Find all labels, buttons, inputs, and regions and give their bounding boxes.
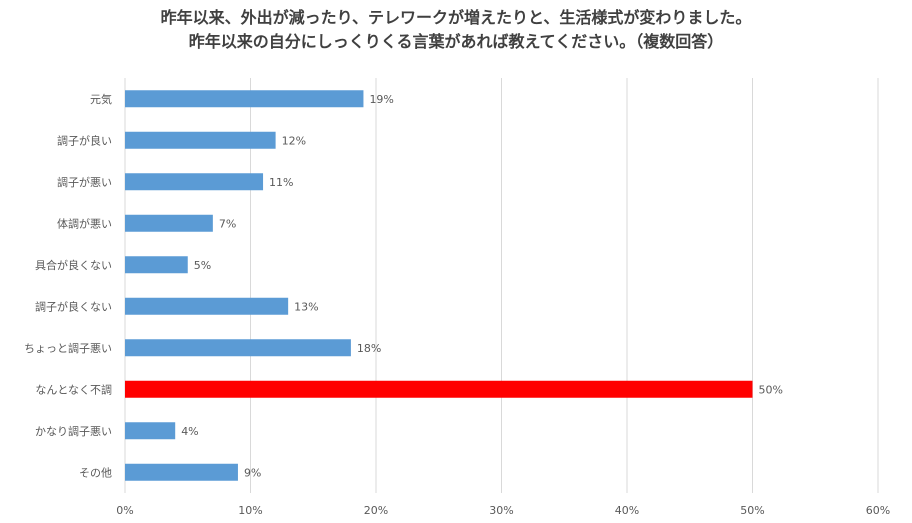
bar [125, 90, 364, 108]
x-axis-tick-labels: 0% 10% 20% 30% 40% 50% 60% [116, 504, 890, 517]
bars [125, 90, 753, 481]
bar [125, 463, 238, 481]
bar [125, 173, 264, 191]
value-label: 19% [369, 93, 393, 106]
x-tick-label: 50% [740, 504, 764, 517]
bar [125, 297, 289, 315]
x-tick-label: 0% [116, 504, 133, 517]
value-label: 12% [282, 134, 306, 147]
x-tick-label: 60% [866, 504, 890, 517]
x-tick-label: 40% [615, 504, 639, 517]
value-label: 11% [269, 176, 293, 189]
category-label: 元気 [90, 92, 112, 106]
chart-title-line-1: 昨年以来、外出が減ったり、テレワークが増えたりと、生活様式が変わりました。 [160, 8, 752, 27]
chart-title-line-2: 昨年以来の自分にしっくりくる言葉があれば教えてください。（複数回答） [188, 32, 724, 51]
bar [125, 256, 188, 274]
x-tick-label: 20% [364, 504, 388, 517]
bar [125, 214, 213, 232]
category-label: ちょっと調子悪い [24, 341, 112, 355]
category-label: その他 [79, 466, 112, 479]
bar [125, 131, 276, 149]
x-tick-label: 30% [489, 504, 513, 517]
value-label: 9% [244, 466, 261, 479]
bar [125, 380, 753, 398]
bar [125, 422, 176, 440]
category-label: なんとなく不調 [35, 382, 112, 396]
bar [125, 339, 351, 357]
value-label: 18% [357, 342, 381, 355]
chart-title: 昨年以来、外出が減ったり、テレワークが増えたりと、生活様式が変わりました。 昨年… [0, 6, 912, 54]
category-label: 調子が悪い [57, 175, 112, 189]
value-label: 13% [294, 300, 318, 313]
value-label: 50% [759, 383, 783, 396]
value-labels: 19% 12% 11% 7% 5% 13% 18% 50% 4% 9% [181, 93, 783, 480]
category-label: 調子が良い [57, 133, 112, 147]
category-label: 調子が良くない [35, 299, 112, 313]
value-label: 7% [219, 217, 236, 230]
x-tick-label: 10% [238, 504, 262, 517]
category-label: 具合が良くない [35, 258, 112, 272]
value-label: 4% [181, 425, 198, 438]
value-label: 5% [194, 259, 211, 272]
category-labels: 元気調子が良い調子が悪い体調が悪い具合が良くない調子が良くないちょっと調子悪いな… [24, 92, 112, 480]
category-label: 体調が悪い [57, 216, 112, 230]
category-label: かなり調子悪い [35, 424, 112, 438]
